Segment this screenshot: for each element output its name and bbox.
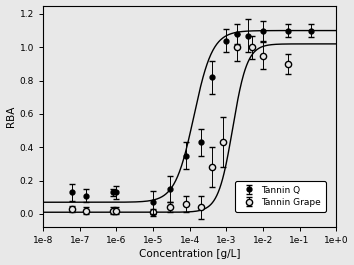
Legend: Tannin Q, Tannin Grape: Tannin Q, Tannin Grape bbox=[235, 181, 326, 212]
Y-axis label: RBA: RBA bbox=[6, 106, 16, 127]
X-axis label: Concentration [g/L]: Concentration [g/L] bbox=[139, 249, 240, 259]
